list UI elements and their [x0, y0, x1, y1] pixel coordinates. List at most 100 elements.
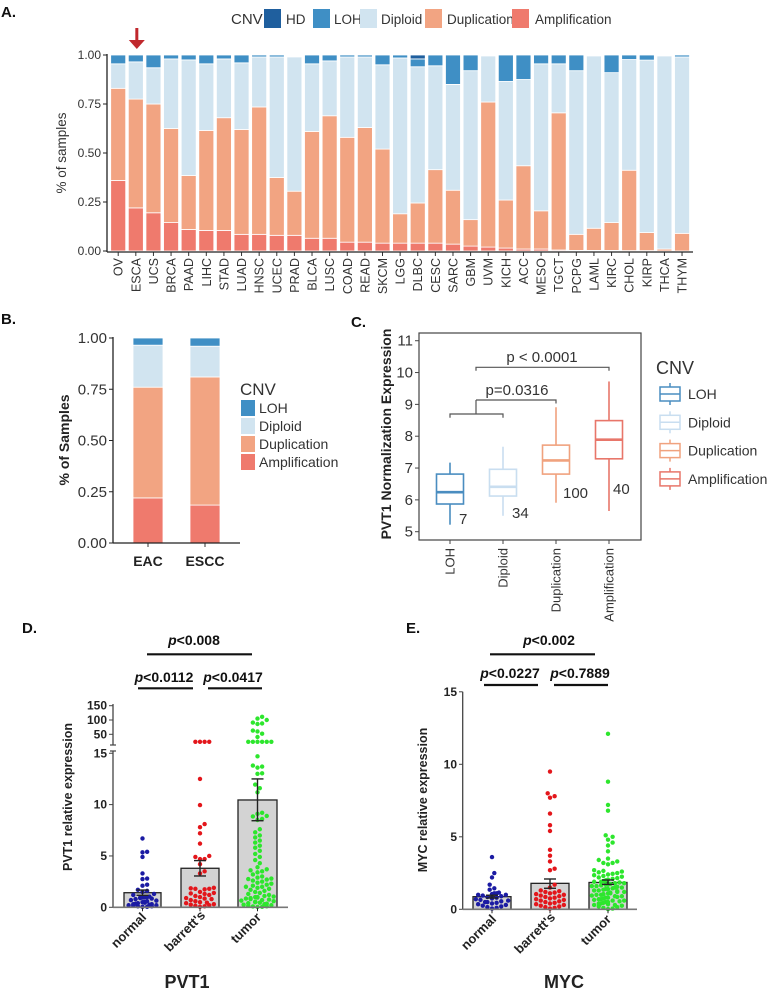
y-tick-label: 0.00 [78, 244, 102, 258]
x-tick-label: PRAD [288, 258, 302, 293]
data-point [197, 739, 203, 744]
x-tick-label: Amplification [602, 548, 617, 622]
data-point [619, 869, 625, 874]
data-point [259, 731, 265, 736]
y-axis-label: % of Samples [56, 394, 72, 485]
data-point [589, 893, 595, 898]
bar-segment-duplication [515, 165, 532, 250]
data-point [250, 728, 256, 733]
data-point [252, 899, 258, 904]
bar-segment-duplication [621, 169, 638, 252]
y-tick-label: 10 [94, 798, 108, 812]
x-tick-label: HNSC [253, 258, 267, 293]
bar-segment-loh [462, 54, 479, 72]
x-tick-label: BRCA [165, 257, 179, 292]
group-normal [472, 854, 512, 911]
data-point [547, 828, 553, 834]
data-point [250, 883, 256, 888]
x-tick-label: KICH [499, 258, 513, 288]
x-tick-label: KIRP [640, 258, 654, 287]
y-tick-label: 10 [444, 757, 458, 771]
data-point [547, 823, 553, 828]
data-point [144, 888, 150, 894]
data-point [133, 896, 138, 902]
data-point [547, 901, 553, 906]
data-point [591, 902, 597, 908]
data-point [480, 893, 485, 898]
data-point [207, 886, 212, 892]
bar-segment-duplication [603, 222, 620, 251]
data-point [475, 902, 481, 907]
x-tick-label: SARC [446, 258, 460, 293]
bar-segment-duplication [392, 213, 409, 244]
data-point [552, 794, 557, 799]
data-point [255, 885, 260, 890]
data-point [259, 874, 265, 879]
data-point [610, 898, 615, 903]
data-point [255, 894, 260, 900]
data-point [547, 896, 553, 901]
bar-segment-loh [180, 54, 197, 61]
data-point [246, 900, 251, 906]
data-point [619, 903, 625, 908]
data-point [264, 877, 269, 882]
bar-segment-loh [110, 54, 127, 65]
data-point [202, 896, 207, 901]
data-point [543, 899, 548, 905]
sample-count-label: 34 [512, 505, 529, 522]
data-point [197, 802, 203, 808]
x-tick-label: THCA [658, 257, 672, 292]
x-tick-label: SKCM [376, 258, 390, 294]
bar-segment-loh [427, 54, 444, 67]
data-point [561, 897, 567, 903]
data-point [197, 824, 203, 830]
data-point [193, 854, 198, 860]
data-point [264, 901, 269, 906]
p-value: <0.008 [177, 632, 220, 648]
panel-a-label: A. [1, 4, 16, 21]
bar-segment-duplication [445, 189, 461, 245]
bar-segment-amplification [189, 504, 221, 544]
data-point [478, 897, 483, 903]
data-point [605, 837, 611, 842]
bar-segment-duplication [550, 112, 567, 251]
data-point [257, 854, 263, 860]
legend-swatch-duplication [241, 436, 255, 452]
data-point [259, 721, 265, 726]
bar-segment-diploid [409, 66, 426, 204]
data-point [591, 873, 597, 878]
data-point [264, 739, 269, 744]
data-point [140, 876, 145, 882]
bar-segment-amplification [497, 247, 514, 252]
iqr-box [488, 468, 518, 497]
bar-segment-diploid [638, 59, 655, 233]
x-tick-label: tumor [227, 910, 264, 947]
x-tick-label: STAD [217, 258, 231, 290]
panel-c: C. PVT1 Normalization Expression 5 6 7 8 9 10… [351, 314, 767, 622]
bar-segment-loh [127, 54, 144, 63]
p-symbol: p [479, 665, 489, 681]
bar-segment-duplication [286, 190, 303, 236]
data-point [193, 739, 198, 744]
legend-label: Diploid [688, 414, 731, 430]
data-point [615, 888, 620, 894]
x-tick-label: LGG [394, 258, 408, 284]
bar-segment-duplication [163, 128, 179, 223]
legend-label: Amplification [688, 471, 767, 487]
data-point [252, 889, 258, 895]
data-point [140, 836, 145, 841]
data-point [269, 876, 274, 881]
data-point [207, 739, 212, 744]
bar-segment-duplication [427, 169, 444, 244]
p-value: <0.0112 [143, 669, 193, 685]
y-axis-label: % of samples [54, 112, 69, 193]
x-tick-label: Duplication [549, 548, 564, 612]
bar-segment-amplification [127, 207, 144, 252]
bar-segment-diploid [233, 62, 250, 130]
y-axis-label: PVT1 Normalization Expression [378, 329, 394, 540]
y-axis-label: PVT1 relative expression [61, 723, 75, 871]
data-point [246, 891, 251, 897]
data-point [621, 881, 627, 886]
data-point [605, 779, 611, 784]
